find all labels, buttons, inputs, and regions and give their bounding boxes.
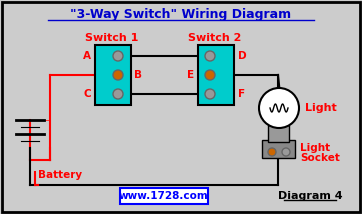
Circle shape <box>205 89 215 99</box>
Text: Switch 1: Switch 1 <box>85 33 139 43</box>
Bar <box>198 45 234 105</box>
Circle shape <box>205 70 215 80</box>
Text: B: B <box>134 70 142 80</box>
Text: Socket: Socket <box>300 153 340 163</box>
Circle shape <box>282 148 290 156</box>
Text: www.1728.com: www.1728.com <box>119 191 209 201</box>
Text: Light: Light <box>305 103 337 113</box>
Text: "3-Way Switch" Wiring Diagram: "3-Way Switch" Wiring Diagram <box>71 7 291 21</box>
Text: Light: Light <box>300 143 330 153</box>
Text: Switch 2: Switch 2 <box>188 33 242 43</box>
Bar <box>120 188 208 204</box>
Circle shape <box>205 51 215 61</box>
Bar <box>262 140 295 158</box>
Bar <box>268 125 289 142</box>
Circle shape <box>259 88 299 128</box>
Text: F: F <box>238 89 245 99</box>
Bar <box>95 45 131 105</box>
Text: Battery: Battery <box>38 170 82 180</box>
Circle shape <box>113 51 123 61</box>
Text: Diagram 4: Diagram 4 <box>278 191 342 201</box>
Text: E: E <box>187 70 194 80</box>
Circle shape <box>268 148 276 156</box>
Circle shape <box>113 89 123 99</box>
Text: A: A <box>83 51 91 61</box>
Text: D: D <box>238 51 247 61</box>
Text: C: C <box>83 89 91 99</box>
Circle shape <box>113 70 123 80</box>
